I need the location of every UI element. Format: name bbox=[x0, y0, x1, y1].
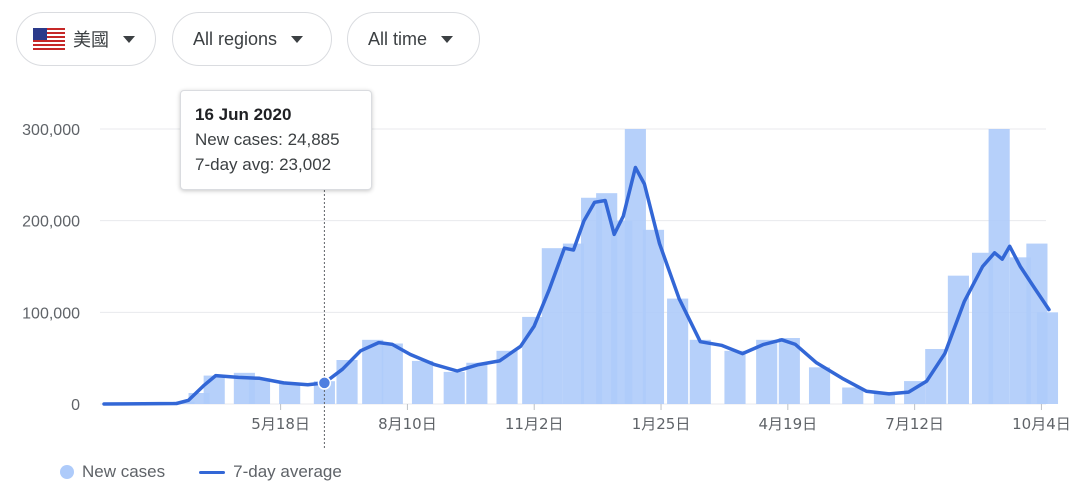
new-cases-bar bbox=[925, 349, 947, 404]
new-cases-bar bbox=[248, 378, 271, 404]
new-cases-bar bbox=[381, 343, 403, 404]
x-tick-label: 11月2日 bbox=[505, 415, 564, 433]
hover-tooltip: 16 Jun 2020 New cases: 24,885 7-day avg:… bbox=[180, 90, 372, 190]
hover-point-marker bbox=[317, 376, 332, 390]
chevron-down-icon bbox=[123, 35, 135, 43]
x-tick-label: 5月18日 bbox=[251, 415, 310, 433]
avg-legend-label: 7-day average bbox=[233, 462, 342, 481]
country-filter-label: 美國 bbox=[73, 30, 109, 50]
x-tick-label: 10月4日 bbox=[1012, 415, 1071, 433]
new-cases-legend-label: New cases bbox=[82, 462, 166, 481]
new-cases-bar bbox=[642, 229, 665, 404]
new-cases-bar bbox=[842, 387, 864, 404]
time-filter-label: All time bbox=[368, 28, 428, 49]
chevron-down-icon bbox=[441, 35, 454, 43]
region-filter-label: All regions bbox=[193, 28, 278, 49]
x-tick-label: 7月12日 bbox=[885, 415, 944, 433]
y-tick-label: 0 bbox=[71, 397, 80, 414]
tooltip-new-cases: New cases: 24,885 bbox=[195, 130, 340, 149]
new-cases-bar bbox=[362, 339, 384, 404]
y-tick-label: 100,000 bbox=[22, 305, 80, 322]
time-filter-button[interactable]: All time bbox=[347, 12, 480, 66]
x-tick-label: 1月25日 bbox=[632, 415, 691, 433]
new-cases-bar bbox=[778, 338, 800, 404]
new-cases-bar bbox=[562, 243, 585, 404]
new-cases-legend-swatch bbox=[60, 465, 74, 479]
new-cases-bar bbox=[188, 393, 210, 404]
new-cases-bar bbox=[808, 367, 831, 404]
avg-legend-swatch bbox=[199, 470, 226, 474]
y-tick-label: 300,000 bbox=[22, 122, 80, 139]
new-cases-bar bbox=[689, 339, 711, 404]
new-cases-bar bbox=[624, 129, 646, 404]
region-filter-button[interactable]: All regions bbox=[172, 12, 332, 66]
country-filter-button[interactable]: 美國 bbox=[16, 12, 156, 66]
x-tick-label: 8月10日 bbox=[378, 415, 437, 433]
new-cases-bar bbox=[279, 383, 301, 404]
new-cases-bar bbox=[1009, 257, 1031, 404]
new-cases-bar bbox=[667, 298, 689, 404]
new-cases-bar bbox=[873, 392, 896, 404]
chart-legend: New cases 7-day average bbox=[60, 462, 342, 482]
new-cases-bar bbox=[541, 248, 563, 404]
chevron-down-icon bbox=[291, 35, 304, 43]
new-cases-bar bbox=[443, 371, 465, 404]
x-tick-label: 4月19日 bbox=[759, 415, 818, 433]
new-cases-bar bbox=[466, 362, 488, 404]
tooltip-seven-day-avg: 7-day avg: 23,002 bbox=[195, 155, 332, 174]
new-cases-bar bbox=[203, 375, 225, 404]
new-cases-bar bbox=[496, 350, 518, 404]
y-tick-label: 200,000 bbox=[22, 214, 80, 231]
new-cases-bar bbox=[756, 339, 778, 404]
us-flag-icon bbox=[33, 28, 65, 50]
new-cases-bar bbox=[988, 129, 1010, 404]
new-cases-bar bbox=[1036, 312, 1059, 404]
new-cases-bar bbox=[724, 350, 746, 404]
new-cases-bar bbox=[971, 252, 994, 404]
tooltip-date: 16 Jun 2020 bbox=[195, 105, 292, 124]
new-cases-bar bbox=[411, 360, 434, 404]
